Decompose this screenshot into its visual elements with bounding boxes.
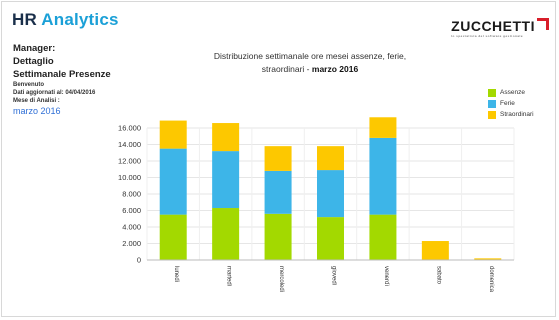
app-title-analytics: Analytics (41, 10, 119, 29)
x-tick-label-martedì: martedì (226, 266, 232, 287)
app-title: HR Analytics (12, 10, 119, 30)
y-tick-label-6: 12.000 (118, 157, 141, 166)
app-title-hr: HR (12, 10, 37, 29)
bar-venerdì-ferie (369, 137, 397, 215)
legend-label-straordinari: Straordinari (500, 111, 534, 118)
welcome-text: Benvenuto (13, 82, 45, 88)
bar-giovedì-assenze (317, 217, 344, 260)
chart-title-month: marzo 2016 (311, 64, 359, 74)
legend-item-straordinari[interactable]: Straordinari (488, 109, 534, 120)
bar-sabato-straordinari (421, 241, 449, 260)
report-label: Settimanale Presenze (13, 69, 111, 80)
info-panel: Manager: Dettaglio Settimanale Presenze … (13, 42, 143, 117)
y-tick-label-3: 6.000 (122, 206, 141, 215)
bar-venerdì-straordinari (369, 117, 397, 138)
bar-martedì-ferie (212, 151, 240, 209)
chart-title: Distribuzione settimanale ore mesei asse… (180, 50, 440, 76)
logo-mark-icon (537, 18, 549, 30)
bars-layer (159, 117, 502, 260)
y-tick-label-2: 4.000 (122, 223, 141, 232)
bar-martedì-assenze (212, 208, 240, 260)
y-tick-label-0: 0 (137, 256, 141, 265)
chart-legend: Assenze Ferie Straordinari (488, 87, 534, 120)
logo-tagline: lo specialista del software gestionale (451, 34, 524, 38)
legend-swatch-straordinari (488, 110, 496, 119)
x-tick-label-mercoledì: mercoledì (278, 266, 284, 293)
legend-item-ferie[interactable]: Ferie (488, 98, 534, 109)
legend-label-assenze: Assenze (500, 89, 525, 96)
bar-lunedì-ferie (159, 148, 187, 215)
month-label: Mese di Analisi : (13, 98, 60, 104)
x-tick-label-sabato: sabato (435, 266, 441, 285)
bar-mercoledì-ferie (264, 170, 292, 214)
detail-label: Dettaglio (13, 56, 54, 67)
y-tick-label-7: 14.000 (118, 140, 141, 149)
bar-lunedì-assenze (159, 214, 187, 260)
legend-swatch-ferie (488, 99, 496, 108)
x-tick-label-giovedì: giovedì (331, 266, 337, 286)
manager-label: Manager: (13, 43, 56, 54)
x-tick-label-domenica: domenica (488, 266, 494, 293)
logo-text: ZUCCHETTI (451, 18, 535, 34)
legend-item-assenze[interactable]: Assenze (488, 87, 534, 98)
y-tick-label-4: 8.000 (122, 190, 141, 199)
x-tick-label-venerdì: venerdì (383, 266, 389, 286)
month-value[interactable]: marzo 2016 (13, 106, 61, 116)
updated-text: Dati aggiornati al: 04/04/2016 (13, 90, 96, 96)
bar-giovedì-ferie (317, 170, 344, 218)
y-tick-label-5: 10.000 (118, 173, 141, 182)
legend-label-ferie: Ferie (500, 100, 515, 107)
legend-swatch-assenze (488, 88, 496, 97)
y-tick-label-1: 2.000 (122, 239, 141, 248)
chart-title-line2: straordinari - (261, 64, 310, 74)
bar-mercoledì-assenze (264, 213, 292, 260)
bar-lunedì-straordinari (159, 120, 187, 149)
axis-layer: 0 2.000 4.000 6.000 8.000 10.000 12.000 14.000 1… (118, 124, 514, 293)
x-tick-label-lunedì: lunedì (173, 266, 179, 283)
zucchetti-logo: ZUCCHETTI lo specialista del software ge… (451, 18, 549, 38)
bar-giovedì-straordinari (317, 146, 344, 171)
bar-venerdì-assenze (369, 214, 397, 260)
bar-martedì-straordinari (212, 123, 240, 152)
bar-domenica-straordinari (474, 258, 502, 260)
y-tick-label-8: 16.000 (118, 124, 141, 133)
chart-title-line1: Distribuzione settimanale ore mesei asse… (213, 51, 407, 61)
bar-mercoledì-straordinari (264, 146, 292, 171)
